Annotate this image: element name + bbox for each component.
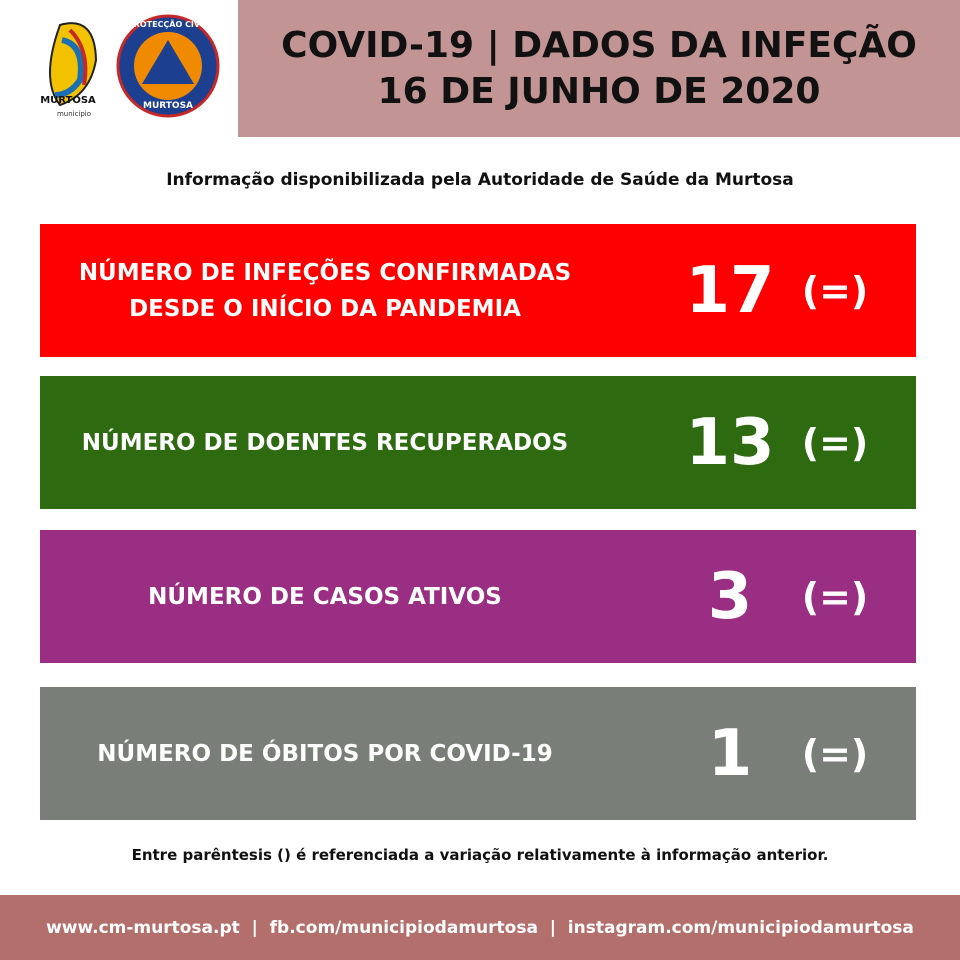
stat-card: NÚMERO DE ÓBITOS POR COVID-19 1 (=)	[40, 687, 916, 820]
logo-text: MURTOSA	[40, 95, 96, 106]
stat-change: (=)	[801, 731, 869, 776]
stat-change: (=)	[801, 420, 869, 465]
civil-protection-logo: PROTECÇÃO CIVIL MURTOSA	[116, 14, 220, 118]
stat-label: NÚMERO DE INFEÇÕES CONFIRMADAS DESDE O IN…	[40, 224, 610, 357]
stat-value: 17	[685, 253, 775, 328]
stat-label-line: NÚMERO DE DOENTES RECUPERADOS	[81, 429, 569, 456]
stat-card: NÚMERO DE CASOS ATIVOS 3 (=)	[40, 530, 916, 663]
stat-value: 3	[707, 559, 753, 634]
logo-text: PROTECÇÃO CIVIL	[128, 19, 208, 29]
stat-label-line: NÚMERO DE ÓBITOS POR COVID-19	[97, 740, 553, 767]
title-line: 16 DE JUNHO DE 2020	[377, 70, 821, 112]
logo-text: município	[57, 110, 91, 118]
note: Entre parêntesis () é referenciada a var…	[131, 846, 829, 864]
stat-label: NÚMERO DE DOENTES RECUPERADOS	[40, 376, 610, 509]
logo-shape	[68, 28, 88, 86]
logo-text: MURTOSA	[143, 101, 193, 111]
title-line: COVID-19 | DADOS DA INFEÇÃO	[281, 24, 917, 66]
stat-label-line: NÚMERO DE CASOS ATIVOS	[148, 583, 502, 610]
title: COVID-19 | DADOS DA INFEÇÃO 16 DE JUNHO …	[238, 0, 960, 137]
stat-card: NÚMERO DE INFEÇÕES CONFIRMADAS DESDE O IN…	[40, 224, 916, 357]
stat-label: NÚMERO DE CASOS ATIVOS	[40, 530, 610, 663]
footer: www.cm-murtosa.pt | fb.com/municipiodamu…	[0, 895, 960, 960]
murtosa-logo: MURTOSA município	[40, 22, 98, 118]
logo-shape	[54, 37, 84, 98]
stat-value: 1	[707, 716, 753, 791]
subtitle: Informação disponibilizada pela Autorida…	[166, 170, 794, 190]
stat-change: (=)	[801, 268, 869, 313]
stat-change: (=)	[801, 574, 869, 619]
stat-value: 13	[685, 405, 775, 480]
stat-label-line: NÚMERO DE INFEÇÕES CONFIRMADAS	[78, 259, 572, 286]
stat-card: NÚMERO DE DOENTES RECUPERADOS 13 (=)	[40, 376, 916, 509]
stat-label-line: DESDE O INÍCIO DA PANDEMIA	[129, 295, 521, 322]
stat-label: NÚMERO DE ÓBITOS POR COVID-19	[40, 687, 610, 820]
logos: MURTOSA município PROTECÇÃO CIVIL MURTOS…	[40, 14, 220, 118]
logo-shape	[142, 40, 194, 84]
